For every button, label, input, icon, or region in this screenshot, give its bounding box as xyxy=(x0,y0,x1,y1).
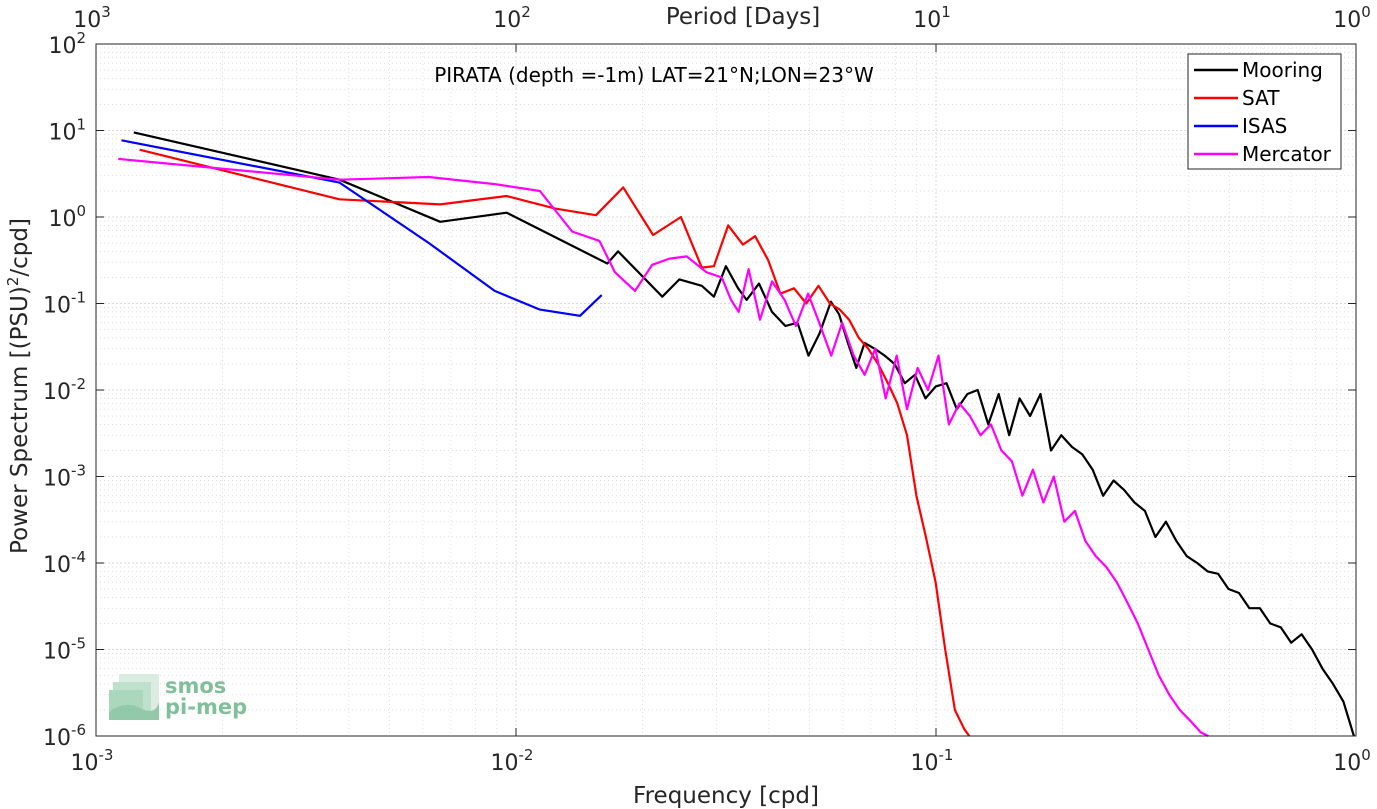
top-tick-label: 100 xyxy=(1333,3,1371,33)
top-tick-label: 103 xyxy=(73,3,111,33)
legend-box xyxy=(1187,53,1342,170)
y-axis-label: Power Spectrum [(PSU)2/cpd] xyxy=(4,218,33,554)
watermark-line1: smos xyxy=(165,674,226,698)
x-axis-label: Frequency [cpd] xyxy=(633,783,819,809)
y-tick-label: 102 xyxy=(48,29,86,59)
series-line-mooring xyxy=(133,131,1355,737)
legend-label-isas: ISAS xyxy=(1242,114,1287,138)
y-tick-label: 10-1 xyxy=(43,289,86,319)
y-tick-label: 101 xyxy=(48,116,86,146)
x-tick-label: 10-1 xyxy=(911,746,954,776)
legend-label-mercator: Mercator xyxy=(1242,142,1332,166)
y-tick-label: 10-4 xyxy=(43,548,86,578)
y-tick-label: 10-5 xyxy=(43,635,86,665)
series-line-isas xyxy=(121,139,603,317)
x-tick-label: 10-3 xyxy=(71,746,114,776)
y-tick-label: 10-3 xyxy=(43,462,86,492)
legend-label-mooring: Mooring xyxy=(1242,58,1323,82)
top-axis-label: Period [Days] xyxy=(666,4,820,30)
legend-label-sat: SAT xyxy=(1242,86,1280,110)
chart-title: PIRATA (depth =-1m) LAT=21°N;LON=23°W xyxy=(434,63,874,87)
x-tick-label: 10-2 xyxy=(491,746,534,776)
smos-logo-icon xyxy=(109,674,159,720)
x-tick-label: 100 xyxy=(1333,746,1371,776)
watermark-line2: pi-mep xyxy=(165,695,247,719)
top-tick-label: 101 xyxy=(913,3,951,33)
series-lines xyxy=(118,131,1355,737)
y-tick-label: 100 xyxy=(48,202,86,232)
series-line-sat xyxy=(139,148,971,737)
y-tick-label: 10-2 xyxy=(43,375,86,405)
series-line-mercator xyxy=(118,157,1209,737)
y-tick-label: 10-6 xyxy=(43,721,86,751)
smos-pimep-watermark: smos pi-mep xyxy=(109,674,247,720)
legend: Mooring SAT ISAS Mercator xyxy=(1187,53,1342,170)
top-tick-label: 102 xyxy=(493,3,531,33)
